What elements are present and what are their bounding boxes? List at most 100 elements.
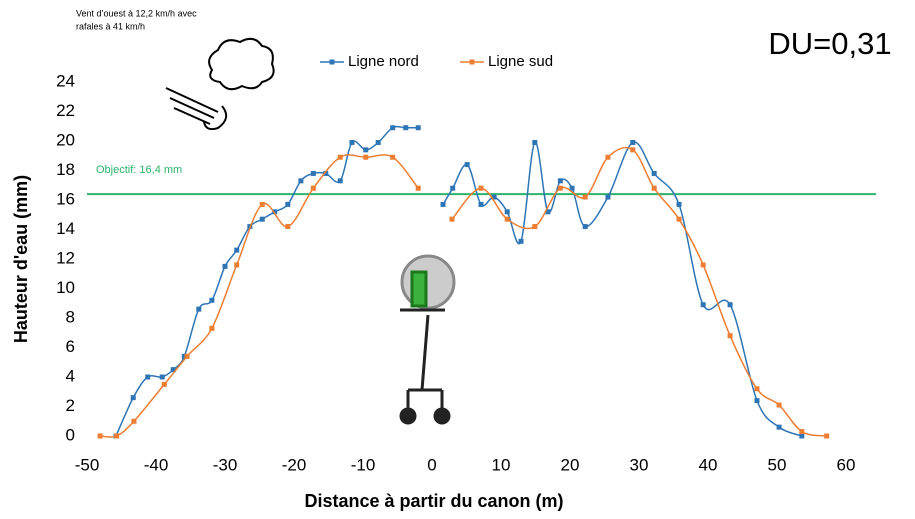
legend-label: Ligne nord xyxy=(348,53,419,70)
y-tick-label: 18 xyxy=(56,160,75,179)
data-point xyxy=(701,262,706,267)
data-point xyxy=(465,162,470,167)
data-point xyxy=(160,375,165,380)
data-point xyxy=(223,264,228,269)
y-tick-label: 20 xyxy=(56,130,75,149)
data-point xyxy=(652,186,657,191)
series-line xyxy=(452,148,827,436)
data-point xyxy=(363,155,368,160)
data-point xyxy=(701,302,706,307)
data-point xyxy=(338,155,343,160)
y-tick-label: 6 xyxy=(66,337,75,356)
annotation: Vent d’ouest à 12,2 km/h avec xyxy=(76,8,197,18)
data-point xyxy=(630,147,635,152)
x-tick-label: -20 xyxy=(282,455,307,474)
data-point xyxy=(441,202,446,207)
y-tick-label: 8 xyxy=(66,307,75,326)
data-point xyxy=(196,307,201,312)
data-point xyxy=(376,140,381,145)
data-point xyxy=(728,302,733,307)
data-point xyxy=(478,202,483,207)
y-axis-label: Hauteur d'eau (mm) xyxy=(11,175,31,343)
data-point xyxy=(98,434,103,439)
du-label: DU=0,31 xyxy=(768,26,891,61)
x-tick-label: 50 xyxy=(768,455,787,474)
data-point xyxy=(338,178,343,183)
y-tick-label: 2 xyxy=(66,396,75,415)
x-tick-label: -10 xyxy=(351,455,376,474)
data-point xyxy=(416,125,421,130)
x-tick-label: -30 xyxy=(213,455,238,474)
data-point xyxy=(605,195,610,200)
legend-swatch xyxy=(470,60,475,65)
data-point xyxy=(403,125,408,130)
data-point xyxy=(728,333,733,338)
data-point xyxy=(416,186,421,191)
y-tick-label: 12 xyxy=(56,248,75,267)
data-point xyxy=(799,434,804,439)
y-tick-label: 14 xyxy=(56,219,75,238)
y-tick-label: 24 xyxy=(56,71,75,90)
x-tick-label: 30 xyxy=(630,455,649,474)
data-point xyxy=(677,202,682,207)
y-tick-label: 4 xyxy=(66,366,75,385)
legend-swatch xyxy=(330,60,335,65)
data-point xyxy=(505,209,510,214)
data-point xyxy=(145,375,150,380)
data-point xyxy=(131,395,136,400)
series-line xyxy=(100,155,418,437)
data-point xyxy=(260,202,265,207)
data-point xyxy=(349,140,354,145)
data-point xyxy=(652,171,657,176)
data-point xyxy=(363,147,368,152)
data-point xyxy=(131,419,136,424)
data-point xyxy=(311,186,316,191)
data-point xyxy=(478,186,483,191)
data-point xyxy=(777,403,782,408)
y-tick-label: 16 xyxy=(56,189,75,208)
data-point xyxy=(450,186,455,191)
data-point xyxy=(234,248,239,253)
data-point xyxy=(209,326,214,331)
y-tick-label: 0 xyxy=(66,425,75,444)
data-point xyxy=(754,398,759,403)
series-line xyxy=(443,142,802,436)
data-point xyxy=(532,224,537,229)
data-point xyxy=(234,262,239,267)
data-point xyxy=(285,224,290,229)
data-point xyxy=(390,125,395,130)
x-tick-label: 40 xyxy=(699,455,718,474)
data-point xyxy=(799,429,804,434)
data-point xyxy=(824,434,829,439)
data-point xyxy=(532,140,537,145)
data-point xyxy=(505,217,510,222)
chart: Vent d’ouest à 12,2 km/h avec rafales à … xyxy=(0,0,915,519)
data-point xyxy=(114,434,119,439)
data-point xyxy=(583,195,588,200)
target-label: Objectif: 16,4 mm xyxy=(96,164,182,176)
data-point xyxy=(390,155,395,160)
x-tick-label: 20 xyxy=(561,455,580,474)
x-tick-label: -50 xyxy=(75,455,100,474)
y-tick-label: 10 xyxy=(56,278,75,297)
data-point xyxy=(558,178,563,183)
data-point xyxy=(583,224,588,229)
x-axis-label: Distance à partir du canon (m) xyxy=(304,491,563,511)
data-point xyxy=(450,217,455,222)
irrigation-machine xyxy=(400,256,454,423)
x-tick-label: 60 xyxy=(837,455,856,474)
data-point xyxy=(298,178,303,183)
data-point xyxy=(558,186,563,191)
x-tick-label: 0 xyxy=(427,455,436,474)
data-point xyxy=(260,217,265,222)
data-point xyxy=(519,239,524,244)
legend-label: Ligne sud xyxy=(488,53,553,70)
data-point xyxy=(162,382,167,387)
data-point xyxy=(630,140,635,145)
data-point xyxy=(209,298,214,303)
data-point xyxy=(605,155,610,160)
data-point xyxy=(754,386,759,391)
y-tick-label: 22 xyxy=(56,101,75,120)
data-point xyxy=(311,171,316,176)
data-point xyxy=(185,354,190,359)
